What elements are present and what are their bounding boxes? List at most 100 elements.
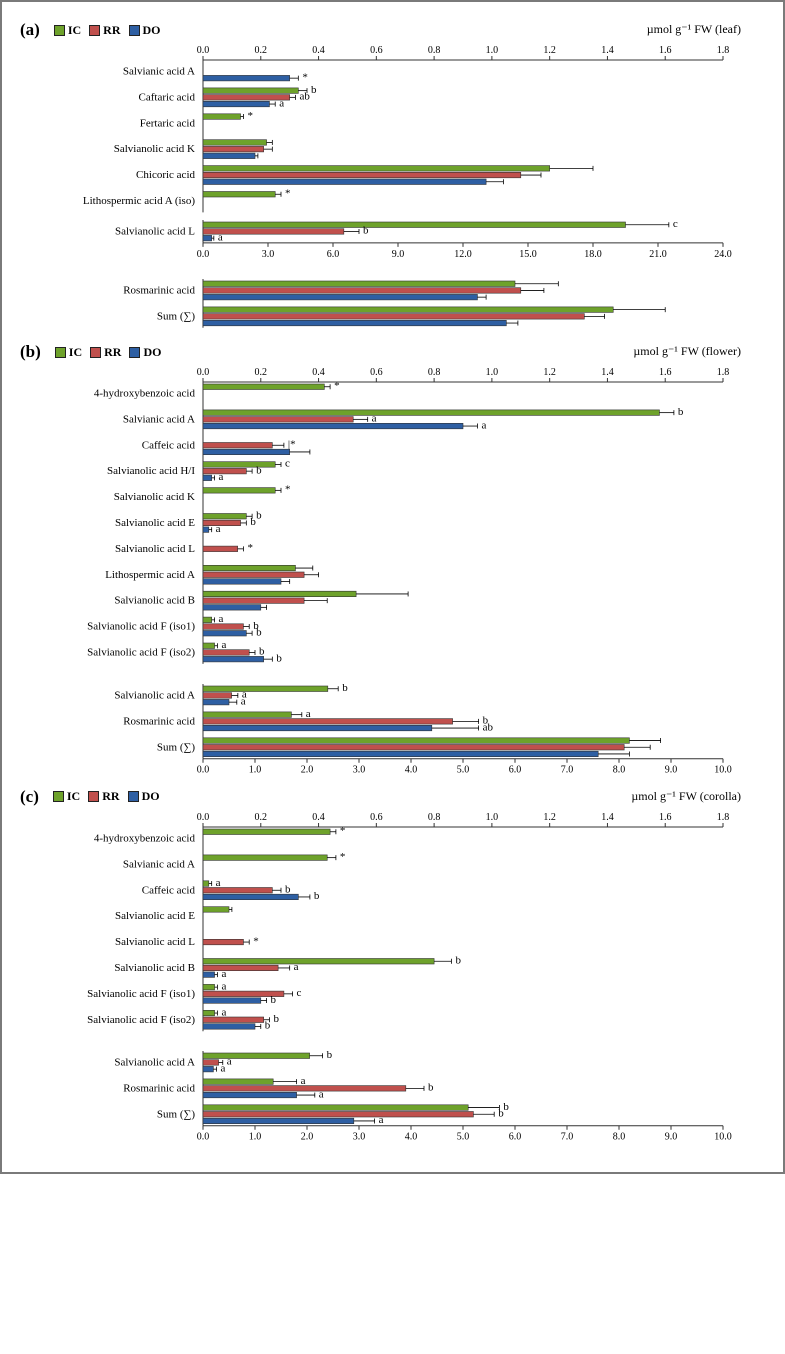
- svg-text:1.6: 1.6: [659, 812, 672, 823]
- svg-text:4.0: 4.0: [405, 765, 418, 776]
- svg-text:3.0: 3.0: [262, 249, 275, 260]
- chart-block: 0.01.02.03.04.05.06.07.08.09.010.0Salvia…: [20, 1047, 765, 1144]
- category-label: Salvianolic acid A: [114, 1056, 195, 1068]
- legend-label-do: DO: [142, 789, 160, 804]
- svg-text:9.0: 9.0: [665, 765, 678, 776]
- svg-text:1.0: 1.0: [486, 367, 499, 378]
- svg-text:a: a: [372, 413, 377, 425]
- category-label: Lithospermic acid A (iso): [83, 195, 195, 207]
- svg-text:*: *: [340, 825, 346, 837]
- svg-text:8.0: 8.0: [613, 765, 626, 776]
- svg-text:b: b: [311, 84, 317, 96]
- svg-text:0.4: 0.4: [312, 45, 325, 56]
- axis-title: µmol g⁻¹ FW (corolla): [631, 789, 741, 804]
- svg-text:3.0: 3.0: [353, 1132, 366, 1143]
- panel-label: (a): [20, 20, 40, 40]
- svg-text:0.2: 0.2: [255, 367, 268, 378]
- svg-text:1.8: 1.8: [717, 45, 730, 56]
- legend: ICRRDO: [53, 789, 160, 804]
- category-label: Caffeic acid: [142, 884, 196, 896]
- svg-text:1.8: 1.8: [717, 367, 730, 378]
- svg-text:b: b: [314, 890, 320, 902]
- svg-text:24.0: 24.0: [714, 249, 732, 260]
- category-label: Rosmarinic acid: [123, 715, 195, 727]
- bar-chart: 0.00.20.40.60.81.01.21.41.61.8Salvianic …: [20, 42, 753, 216]
- category-label: Salvianolic acid F (iso1): [87, 621, 195, 633]
- bar-chart: 0.03.06.09.012.015.018.021.024.0Salviano…: [20, 216, 753, 261]
- chart-block: Rosmarinic acidSum (∑): [20, 275, 765, 332]
- svg-text:b: b: [250, 516, 256, 528]
- category-label: Chicoric acid: [136, 169, 195, 181]
- bar-chart: 0.01.02.03.04.05.06.07.08.09.010.0Salvia…: [20, 680, 753, 777]
- svg-text:12.0: 12.0: [454, 249, 472, 260]
- category-label: Salvianolic acid L: [115, 936, 195, 948]
- svg-text:a: a: [221, 968, 226, 980]
- svg-text:a: a: [216, 876, 221, 888]
- svg-text:0.8: 0.8: [428, 367, 441, 378]
- svg-text:0.0: 0.0: [197, 765, 210, 776]
- category-label: Salvianolic acid E: [115, 517, 195, 529]
- panel-a: (a) ICRRDO µmol g⁻¹ FW (leaf) 0.00.20.40.60…: [20, 20, 765, 332]
- svg-text:5.0: 5.0: [457, 1132, 470, 1143]
- panel-c: (c) ICRRDO µmol g⁻¹ FW (corolla) 0.0 0.2 0.4 0…: [20, 787, 765, 1144]
- legend-swatch-ic: [53, 791, 64, 802]
- axis-title: µmol g⁻¹ FW (flower): [633, 344, 741, 359]
- svg-text:1.2: 1.2: [543, 367, 556, 378]
- svg-text:*: *: [334, 380, 340, 392]
- chart-block: 0.00.20.40.60.81.01.21.41.61.84-hydroxyb…: [20, 364, 765, 668]
- svg-text:15.0: 15.0: [519, 249, 537, 260]
- svg-text:a: a: [227, 1056, 232, 1068]
- axis-title: µmol g⁻¹ FW (leaf): [647, 22, 741, 37]
- svg-text:b: b: [256, 464, 262, 476]
- svg-text:0.0: 0.0: [197, 45, 210, 56]
- svg-text:b: b: [363, 225, 369, 237]
- legend-label-ic: IC: [67, 789, 80, 804]
- category-label: Salvianic acid A: [123, 858, 195, 870]
- svg-text:0.4: 0.4: [312, 812, 325, 823]
- svg-text:1.2: 1.2: [543, 812, 556, 823]
- legend-swatch-do: [129, 347, 140, 358]
- chart-block: 0.00.20.40.60.81.01.21.41.61.8Salvianic …: [20, 42, 765, 216]
- svg-text:6.0: 6.0: [509, 765, 522, 776]
- svg-text:b: b: [276, 652, 282, 664]
- svg-text:0.2: 0.2: [255, 812, 268, 823]
- svg-text:b: b: [285, 883, 291, 895]
- svg-text:3.0: 3.0: [353, 765, 366, 776]
- svg-text:*: *: [285, 188, 291, 200]
- chart-block: 0.01.02.03.04.05.06.07.08.09.010.0Salvia…: [20, 680, 765, 777]
- category-label: Salvianolic acid F (iso2): [87, 647, 195, 659]
- legend-swatch-rr: [90, 347, 101, 358]
- legend-label-do: DO: [143, 345, 161, 360]
- svg-text:c: c: [673, 218, 678, 230]
- svg-text:21.0: 21.0: [649, 249, 667, 260]
- svg-text:1.8: 1.8: [717, 812, 730, 823]
- svg-text:b: b: [428, 1081, 434, 1093]
- category-label: Salvianic acid A: [123, 413, 195, 425]
- svg-text:2.0: 2.0: [301, 1132, 314, 1143]
- svg-text:0.0: 0.0: [197, 249, 210, 260]
- svg-text:0.0: 0.0: [197, 1132, 210, 1143]
- legend-swatch-do: [129, 25, 140, 36]
- legend-swatch-ic: [54, 25, 65, 36]
- svg-text:a: a: [221, 1006, 226, 1018]
- svg-text:0.0: 0.0: [197, 812, 210, 823]
- svg-text:*: *: [247, 110, 253, 122]
- legend-label-rr: RR: [104, 345, 121, 360]
- svg-text:1.0: 1.0: [249, 765, 262, 776]
- svg-text:0.6: 0.6: [370, 367, 383, 378]
- category-label: Rosmarinic acid: [123, 1082, 195, 1094]
- svg-text:9.0: 9.0: [392, 249, 405, 260]
- svg-text:*: *: [340, 851, 346, 863]
- svg-text:8.0: 8.0: [613, 1132, 626, 1143]
- category-label: Salvianolic acid L: [115, 543, 195, 555]
- category-label: Caftaric acid: [139, 91, 196, 103]
- panel-label: (c): [20, 787, 39, 807]
- svg-text:|*: |*: [288, 439, 296, 451]
- svg-text:*: *: [253, 935, 259, 947]
- legend-label-ic: IC: [68, 23, 81, 38]
- svg-text:*: *: [247, 542, 253, 554]
- svg-text:a: a: [218, 232, 223, 244]
- category-label: Salvianolic acid H/I: [107, 465, 195, 477]
- legend-swatch-rr: [89, 25, 100, 36]
- legend: ICRRDO: [54, 23, 161, 38]
